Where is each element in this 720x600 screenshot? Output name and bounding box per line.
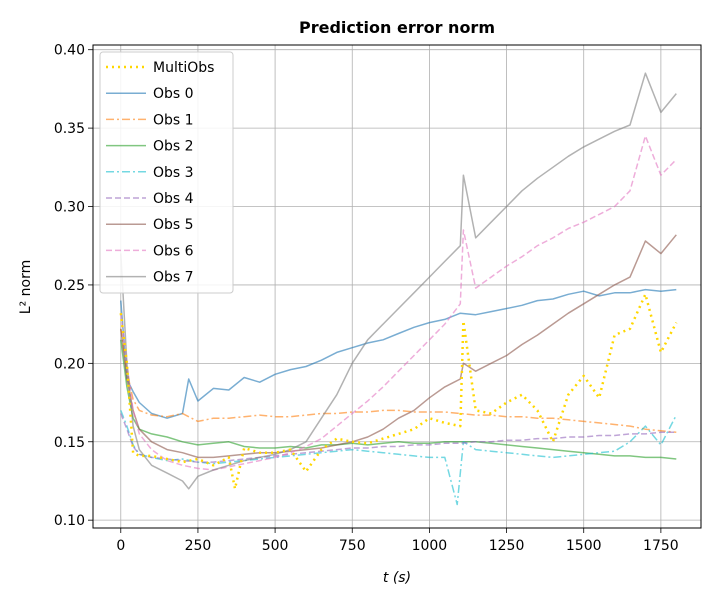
x-tick-label: 0 xyxy=(116,538,125,554)
plot-area-frame xyxy=(92,44,702,529)
series-line-obs-5 xyxy=(120,234,677,459)
series-line-obs-4 xyxy=(120,413,677,463)
legend-label: Obs 4 xyxy=(153,191,194,207)
legend-box xyxy=(99,51,234,294)
y-tick-label: 0.30 xyxy=(54,200,85,216)
chart-title: Prediction error norm xyxy=(299,18,495,37)
tick-layer: 0 250 500 750 1000 1250 1500 1750 0.10 0.15 0.20 0.… xyxy=(54,43,679,554)
legend-label: Obs 3 xyxy=(153,165,194,181)
series-line-multiobs xyxy=(119,293,678,491)
series-line-obs-7 xyxy=(120,72,677,490)
y-tick-label: 0.25 xyxy=(54,278,85,294)
x-tick-label: 1500 xyxy=(566,538,602,554)
legend-label: Obs 1 xyxy=(153,112,194,128)
series-line-obs-2 xyxy=(120,339,677,460)
series-line-obs-0 xyxy=(120,288,677,419)
y-tick-label: 0.10 xyxy=(54,513,85,529)
legend-label: Obs 0 xyxy=(153,86,194,102)
x-tick-label: 1750 xyxy=(643,538,679,554)
x-tick-label: 500 xyxy=(262,538,289,554)
y-tick-label: 0.35 xyxy=(54,121,85,137)
x-axis-label: t (s) xyxy=(383,570,411,586)
y-axis-label: L² norm xyxy=(18,260,34,314)
legend-label: Obs 5 xyxy=(153,217,194,233)
legend-label: Obs 6 xyxy=(153,243,194,259)
x-tick-label: 750 xyxy=(339,538,366,554)
x-tick-label: 1000 xyxy=(412,538,448,554)
legend-label: MultiObs xyxy=(153,60,214,76)
series-line-obs-1 xyxy=(120,328,677,434)
legend: MultiObs Obs 0 Obs 1 Obs 2 Obs 3 Obs 4 Obs 5 Ob… xyxy=(99,51,234,294)
series-line-obs-6 xyxy=(120,135,677,471)
legend-label: Obs 7 xyxy=(153,270,194,286)
y-tick-label: 0.15 xyxy=(54,435,85,451)
y-tick-label: 0.40 xyxy=(54,43,85,59)
x-tick-label: 250 xyxy=(185,538,212,554)
y-tick-label: 0.20 xyxy=(54,356,85,372)
legend-label: Obs 2 xyxy=(153,139,194,155)
x-tick-label: 1250 xyxy=(489,538,525,554)
series-layer xyxy=(119,72,678,506)
